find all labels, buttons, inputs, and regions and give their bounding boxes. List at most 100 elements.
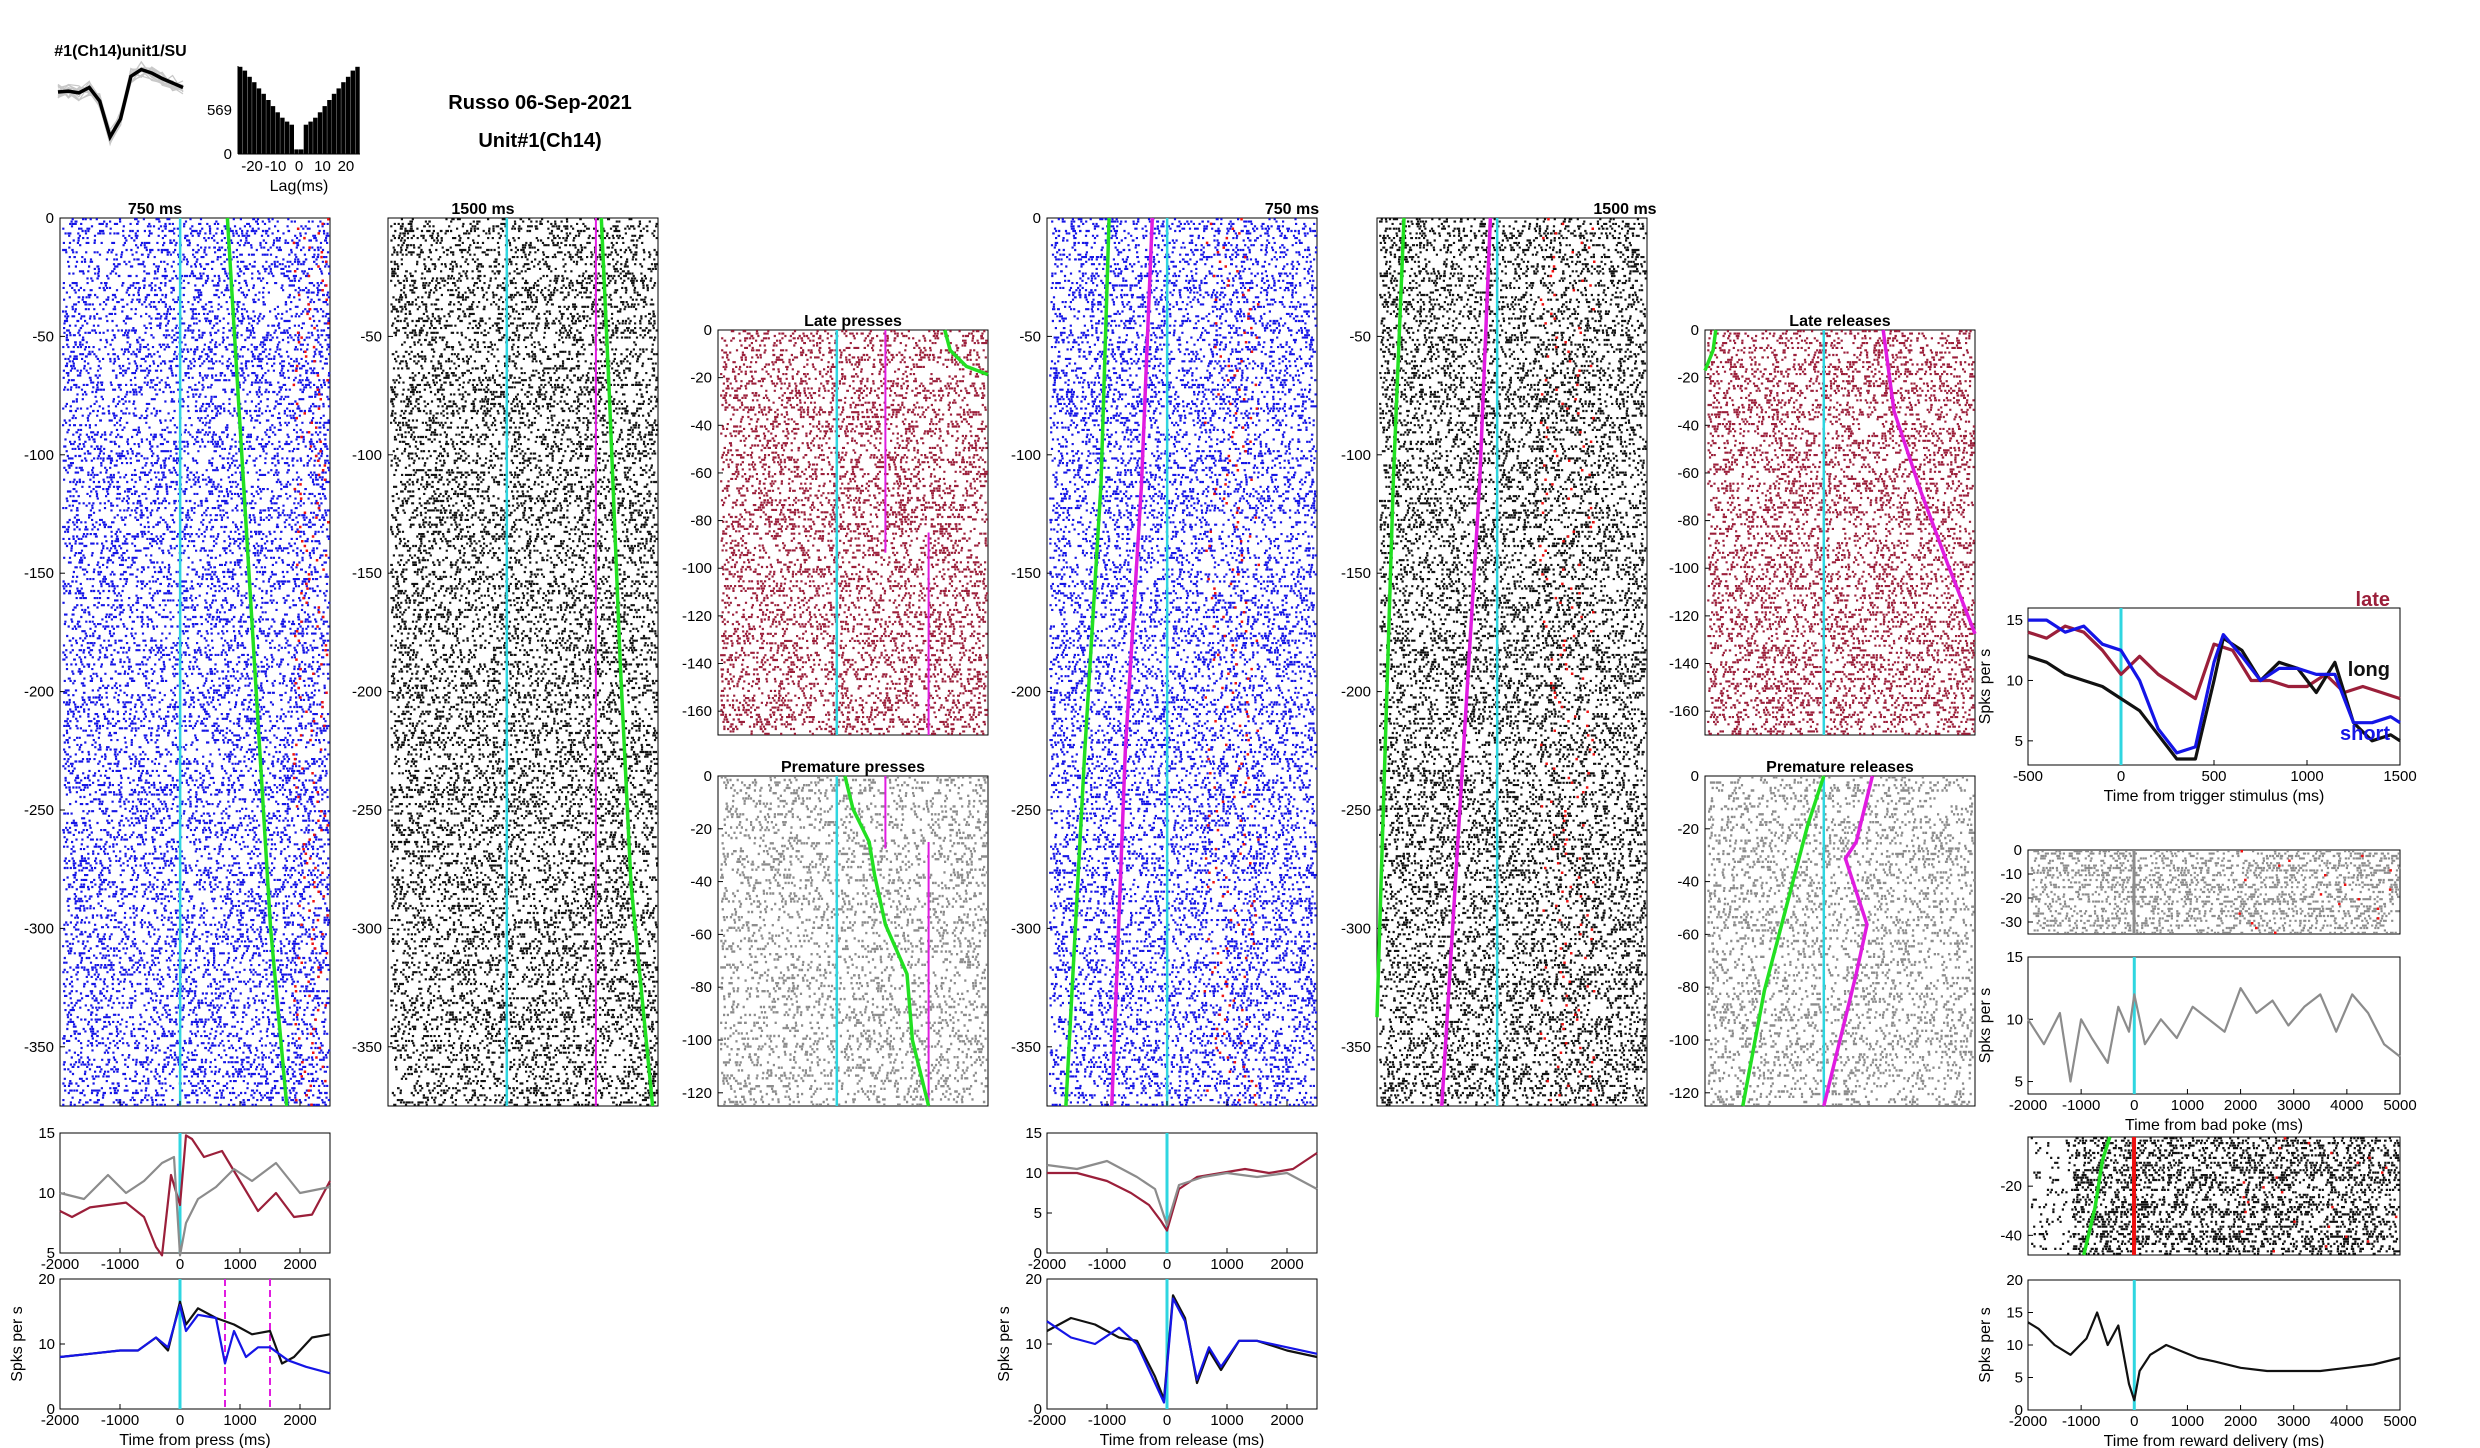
psth-trigger-stimulus: -500 0 500 1000 1500 5 10 15 Time from trigger s… [1977,589,2417,805]
x-tick-label: 1500 [2383,768,2416,785]
x-tick-label: 0 [1163,1256,1171,1273]
y-tick-label: -200 [1341,684,1371,701]
spike-dot-path [2030,1137,2400,1255]
y-tick-label: -350 [24,1039,54,1056]
series-line-blue [59,1303,331,1375]
reward-dot-path [1203,217,1260,1107]
psth-press: -2000 -1000 0 1000 2000 0 10 20 Time from press … [9,1271,331,1448]
y-tick-label: -30 [2000,914,2022,931]
series-line-black [59,1300,331,1365]
autocorr-bar [322,106,327,154]
y-axis-label: Spks per s [1977,649,1994,725]
x-tick-label: 0 [2130,1097,2138,1114]
x-tick-label: 20 [338,158,355,175]
reward-dot-path [292,217,330,1107]
panel-title: 1500 ms [1593,201,1656,218]
release-marker-curve [943,329,989,377]
x-axis-label: Time from bad poke (ms) [2125,1117,2303,1134]
panel-title: Late presses [804,313,902,330]
y-tick-label: -150 [1341,565,1371,582]
autocorr-bar [341,82,346,154]
psth-release-late: -2000 -1000 0 1000 2000 0 5 10 15 [1025,1125,1318,1273]
y-tick-label: -160 [1669,703,1699,720]
y-tick-label: -250 [1341,802,1371,819]
psth-reward-delivery: -2000 -1000 0 1000 2000 3000 4000 5000 0 5 10 15 20 T… [1977,1272,2417,1448]
subject-date-title: Russo 06-Sep-2021 [448,92,631,114]
x-tick-label: -2000 [41,1256,79,1273]
y-tick-label: -100 [682,560,712,577]
plot-frame [2027,1279,2401,1411]
y-tick-label: 5 [2015,1370,2023,1387]
x-axis-label: Time from release (ms) [1100,1432,1265,1448]
autocorr-bar [252,82,257,154]
y-tick-label: 0 [1034,1245,1042,1262]
autocorr-bar [242,70,248,154]
panel-title: 1500 ms [451,201,514,218]
x-axis-label: Lag(ms) [270,178,329,195]
reward-dot-path [2240,1136,2398,1253]
y-tick-label: 10 [1025,1165,1042,1182]
x-tick-label: 2000 [283,1412,316,1429]
waveform-title: #1(Ch14)unit1/SU [54,43,186,60]
x-tick-label: -2000 [1028,1256,1066,1273]
x-axis-label: Time from press (ms) [119,1432,270,1448]
y-tick-label: -350 [1011,1039,1041,1056]
autocorr-bar [238,66,243,154]
x-tick-label: 0 [2117,768,2125,785]
x-tick-label: -1000 [2062,1097,2100,1114]
series-line-black [1046,1294,1318,1401]
y-tick-label: 10 [38,1336,55,1353]
autocorr-bar [331,93,337,154]
x-tick-label: 0 [176,1412,184,1429]
y-tick-label: 0 [46,210,54,227]
x-tick-label: 3000 [2277,1097,2310,1114]
x-tick-label: 1000 [2171,1413,2204,1430]
series-line-blue [1046,1297,1318,1404]
y-tick-label: 0 [1034,1401,1042,1418]
autocorr-bar [284,121,290,154]
y-tick-label: -20 [690,821,712,838]
x-tick-label: 4000 [2330,1097,2363,1114]
y-tick-label: -40 [690,417,712,434]
y-tick-label: -140 [1669,656,1699,673]
y-tick-label: -300 [1341,920,1371,937]
y-tick-label: 0 [1691,768,1699,785]
y-tick-label: -100 [352,447,382,464]
panel-title: Premature releases [1766,759,1914,776]
y-tick-label: -60 [690,926,712,943]
autocorr-bar [275,112,280,154]
series-line-long [2027,636,2401,761]
y-tick-label: -150 [1011,565,1041,582]
plot-frame [2027,956,2401,1095]
x-tick-label: -1000 [2062,1413,2100,1430]
y-tick-label: -200 [24,684,54,701]
x-axis-label: Time from trigger stimulus (ms) [2104,788,2325,805]
x-tick-label: -2000 [41,1412,79,1429]
y-tick-label: -150 [24,565,54,582]
x-tick-label: 1000 [1210,1412,1243,1429]
y-tick-label: -250 [352,802,382,819]
y-tick-label: -300 [1011,920,1041,937]
spike-dot-path [390,218,659,1106]
spike-dots [1379,217,1648,1107]
y-tick-label: -100 [682,1032,712,1049]
y-tick-label: -120 [682,608,712,625]
raster-bad-poke: 0 -10 -20 -30 [2000,842,2401,935]
autocorr-bar [355,66,360,154]
y-tick-label: 0 [2015,1402,2023,1419]
y-tick-label: -60 [1677,926,1699,943]
y-tick-label: -100 [1011,447,1041,464]
reward-dot-path [2238,849,2392,935]
spike-dots [2030,1136,2400,1255]
foreperiod-marker-curve [1110,217,1155,1107]
x-tick-label: 0 [2130,1413,2138,1430]
raster-premature-releases: 0 -20 -40 -60 -80 -100 -120 Premature releases [1669,759,1976,1107]
y-tick-label: -120 [1669,608,1699,625]
release-marker-curve [225,217,289,1107]
x-tick-label: 2000 [2224,1097,2257,1114]
y-tick-label: 0 [704,322,712,339]
spike-dots [62,217,331,1107]
legend-long: long [2348,659,2390,681]
x-tick-label: -1000 [101,1256,139,1273]
plot-frame [59,1278,331,1410]
